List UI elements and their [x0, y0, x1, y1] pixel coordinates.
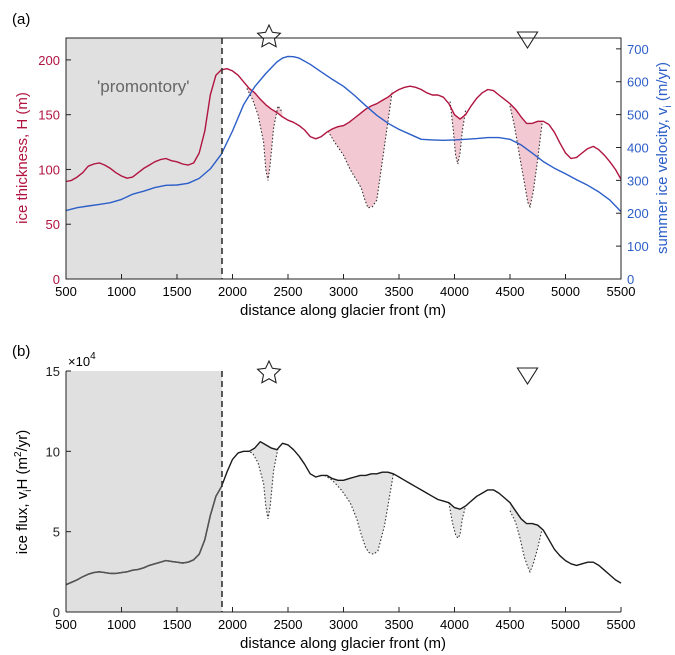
- y-tick-label: 200: [38, 53, 60, 68]
- notch-contour: [449, 101, 467, 165]
- y-tick-label: 100: [38, 162, 60, 177]
- promontory-shading: [66, 371, 222, 612]
- x-tick-label: 2000: [218, 284, 247, 299]
- x-tick-label: 1000: [107, 617, 136, 632]
- x-tick-label: 4000: [440, 617, 469, 632]
- y-right-tick-label: 0: [627, 272, 634, 287]
- promontory-segment: [65, 486, 223, 586]
- thickness-line: [65, 67, 622, 183]
- x-tick-label: 2500: [274, 617, 303, 632]
- star-icon: [256, 359, 282, 384]
- triangle-down-icon: [516, 31, 539, 50]
- notch-fill: [510, 103, 543, 207]
- y-tick-label: 50: [46, 217, 60, 232]
- notch-fill: [246, 441, 283, 519]
- y-right-tick-label: 600: [627, 75, 649, 90]
- x-tick-label: 3500: [385, 617, 414, 632]
- y-right-tick-label: 500: [627, 108, 649, 123]
- panel-b: 500 1000 1500 2000 2500 3000 3500 4000 4500 5000 5…: [12, 343, 635, 652]
- panel-a-xlabel: distance along glacier front (m): [240, 302, 446, 319]
- exponent-label: ×104: [68, 351, 96, 369]
- y-right-tick-label: 300: [627, 173, 649, 188]
- x-tick-label: 5000: [551, 284, 580, 299]
- y-right-tick-label: 400: [627, 140, 649, 155]
- y-tick-label: 150: [38, 108, 60, 123]
- y-tick-label: 5: [53, 525, 60, 540]
- panel-b-label: (b): [12, 343, 30, 360]
- notch-contour: [448, 502, 467, 540]
- panel-b-lines: [65, 441, 622, 586]
- y-tick-label: 0: [53, 605, 60, 620]
- thickness-axis-label: ice thickness, H (m): [14, 92, 31, 224]
- y-tick-label: 0: [53, 272, 60, 287]
- x-tick-label: 3000: [329, 617, 358, 632]
- x-tick-label: 5000: [551, 617, 580, 632]
- y-right-tick-label: 700: [627, 42, 649, 57]
- promontory-label: 'promontory': [97, 77, 189, 96]
- star-icon: [256, 23, 282, 48]
- x-tick-label: 4500: [496, 284, 525, 299]
- y-right-tick-label: 200: [627, 206, 649, 221]
- notch-fill: [324, 472, 394, 555]
- panel-a-label: (a): [12, 11, 30, 28]
- notch-fill: [448, 502, 466, 539]
- panel-b-xlabel: distance along glacier front (m): [240, 635, 446, 652]
- notch-contour: [509, 105, 543, 209]
- notch-fill: [510, 502, 543, 572]
- thickness-notches: [246, 85, 543, 209]
- x-tick-label: 500: [55, 617, 77, 632]
- notch-fill: [450, 101, 466, 164]
- panel-b-ticks: 500 1000 1500 2000 2500 3000 3500 4000 4500 5000 5…: [46, 364, 636, 632]
- notch-contour: [246, 442, 283, 519]
- notch-fill: [246, 85, 283, 181]
- x-tick-label: 1500: [163, 617, 192, 632]
- x-tick-label: 2500: [274, 284, 303, 299]
- y-right-tick-label: 100: [627, 239, 649, 254]
- x-tick-label: 2000: [218, 617, 247, 632]
- x-tick-label: 1000: [107, 284, 136, 299]
- x-tick-label: 5500: [607, 617, 636, 632]
- flux-notches: [246, 441, 543, 574]
- x-tick-label: 4500: [496, 617, 525, 632]
- panel-a-lines: [65, 55, 622, 213]
- promontory-shading: [66, 38, 222, 279]
- notch-contour: [509, 510, 543, 574]
- panel-a-ticks: 500 1000 1500 2000 2500 3000 3500 4000 4500 5000 5…: [38, 42, 648, 299]
- triangle-down-icon: [516, 367, 539, 386]
- notch-fill: [328, 90, 393, 208]
- x-tick-label: 3000: [329, 284, 358, 299]
- x-tick-label: 5500: [607, 284, 636, 299]
- panel-a: 500 1000 1500 2000 2500 3000 3500 4000 4500 5000 5…: [12, 11, 674, 319]
- x-tick-label: 500: [55, 284, 77, 299]
- notch-contour: [324, 473, 394, 555]
- x-tick-label: 4000: [440, 284, 469, 299]
- x-tick-label: 3500: [385, 284, 414, 299]
- velocity-line: [65, 55, 622, 213]
- y-tick-label: 10: [46, 444, 60, 459]
- flux-axis-label: ice flux, viH (m2/yr): [13, 430, 34, 555]
- y-tick-label: 15: [46, 364, 60, 379]
- velocity-axis-label: summer ice velocity, vi (m/yr): [654, 62, 674, 254]
- x-tick-label: 1500: [163, 284, 192, 299]
